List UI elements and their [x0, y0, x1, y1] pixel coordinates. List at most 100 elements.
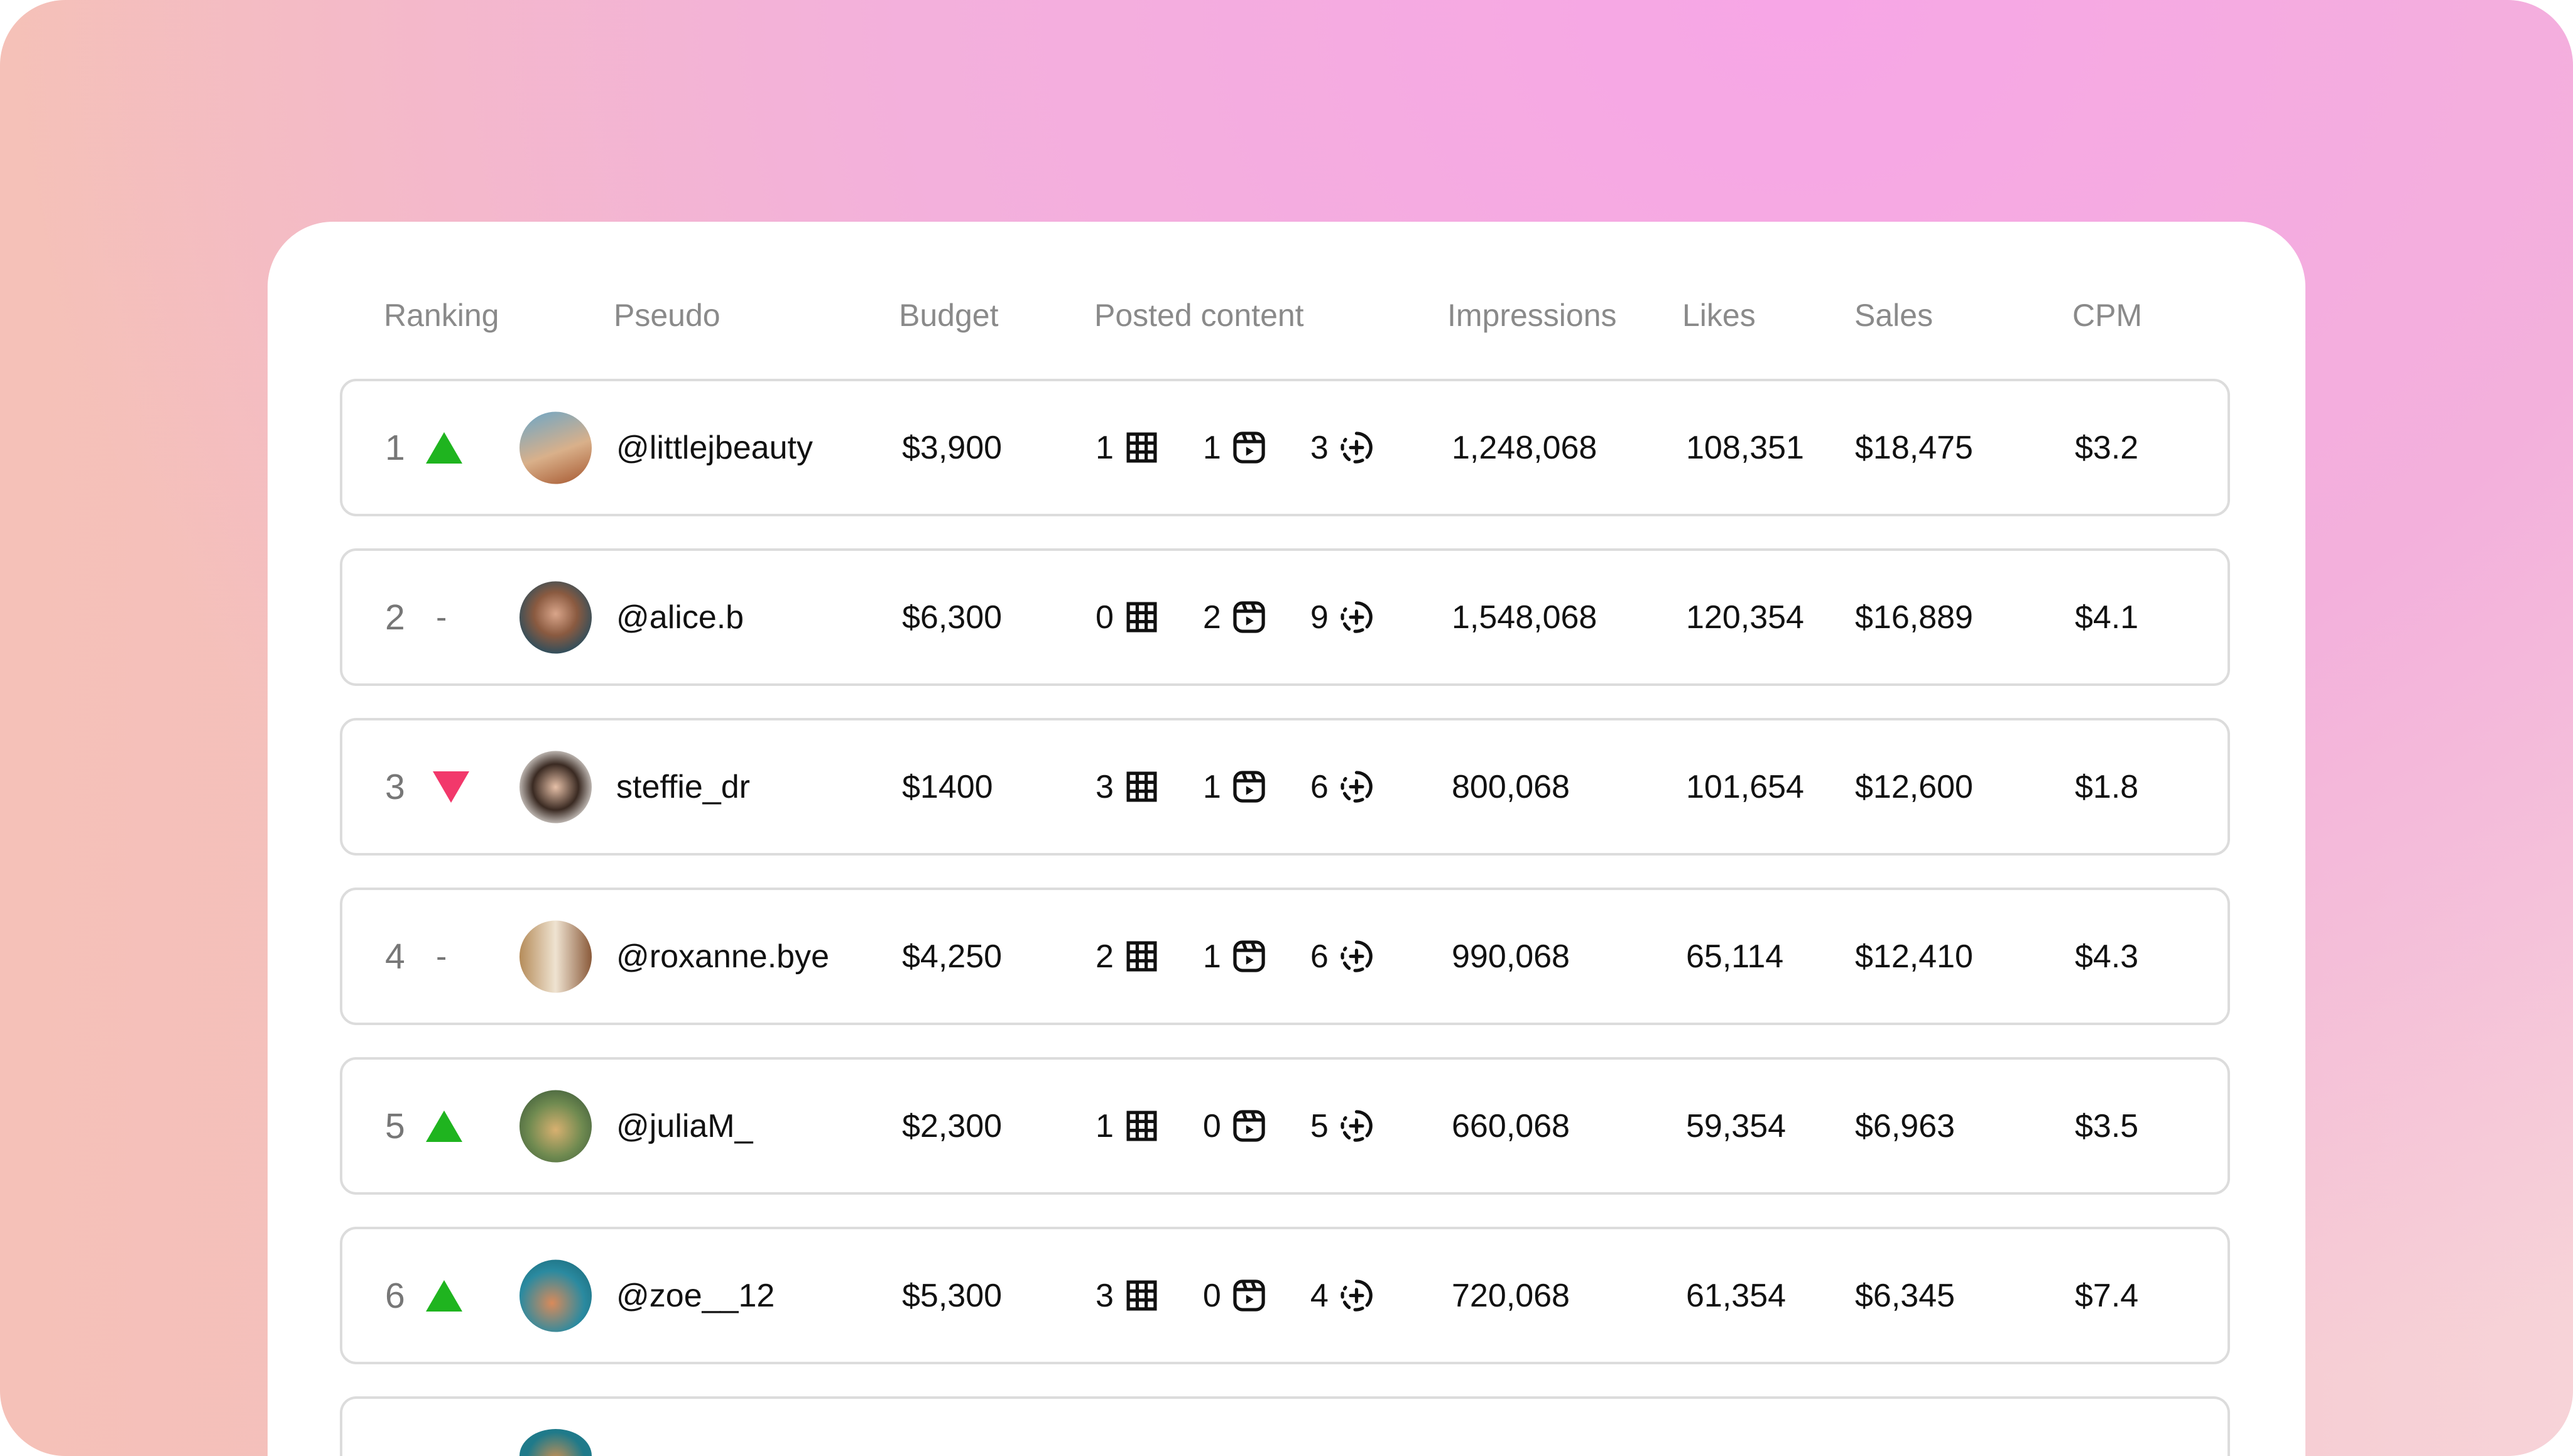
pseudo[interactable]: @roxanne.bye [616, 938, 829, 975]
likes: 101,654 [1686, 768, 1804, 805]
posted-content: 3 1 6 [1096, 768, 1374, 806]
cpm: $4.1 [2075, 599, 2139, 636]
story-add-icon [1339, 769, 1374, 805]
table-row[interactable]: 6 @zoe__12 $5,300 3 0 4 720,068 61,354 $6,345 $7.… [340, 1227, 2230, 1364]
trend-unchanged: - [436, 938, 447, 975]
stories-count: 6 [1310, 938, 1329, 975]
trend-down-icon [433, 771, 469, 803]
avatar[interactable] [519, 1090, 592, 1162]
cpm: $4.3 [2075, 938, 2139, 975]
avatar[interactable] [519, 1259, 592, 1332]
grid-icon [1124, 1278, 1160, 1313]
pseudo[interactable]: @juliaM_ [616, 1107, 753, 1144]
likes: 59,354 [1686, 1107, 1787, 1144]
avatar[interactable] [519, 1429, 592, 1456]
sales: $18,475 [1855, 429, 1973, 466]
likes: 61,354 [1686, 1277, 1787, 1314]
table-row[interactable]: 1 @littlejbeauty $3,900 1 1 3 1,248,068 108,351… [340, 379, 2230, 516]
impressions: 720,068 [1452, 1277, 1570, 1314]
posts-count: 3 [1096, 1277, 1114, 1314]
reel-icon [1231, 1108, 1267, 1144]
sales: $6,345 [1855, 1277, 1956, 1314]
column-header-likes[interactable]: Likes [1682, 298, 1756, 333]
table-row-partial[interactable] [340, 1396, 2230, 1456]
impressions: 660,068 [1452, 1107, 1570, 1144]
trend-up-icon [426, 432, 462, 464]
reels-count: 0 [1202, 1107, 1221, 1144]
column-header-ranking[interactable]: Ranking [384, 298, 499, 333]
story-add-icon [1339, 1108, 1374, 1144]
rank: 1 [385, 427, 405, 468]
likes: 120,354 [1686, 599, 1804, 636]
posted-content: 1 1 3 [1096, 429, 1374, 467]
reel-icon [1231, 1278, 1267, 1313]
trend-up-icon [426, 1279, 462, 1312]
pseudo[interactable]: @alice.b [616, 599, 744, 636]
reels-count: 1 [1202, 768, 1221, 805]
reel-icon [1231, 599, 1267, 635]
likes: 108,351 [1686, 429, 1804, 466]
posts-count: 2 [1096, 938, 1114, 975]
column-header-pseudo[interactable]: Pseudo [614, 298, 721, 333]
budget: $1400 [902, 768, 993, 805]
column-header-impressions[interactable]: Impressions [1447, 298, 1617, 333]
cpm: $3.2 [2075, 429, 2139, 466]
posted-content: 1 0 5 [1096, 1107, 1374, 1145]
rank: 5 [385, 1106, 405, 1146]
pseudo[interactable]: @littlejbeauty [616, 429, 813, 466]
avatar[interactable] [519, 411, 592, 484]
impressions: 800,068 [1452, 768, 1570, 805]
avatar[interactable] [519, 581, 592, 653]
reel-icon [1231, 769, 1267, 805]
impressions: 1,548,068 [1452, 599, 1597, 636]
posts-count: 1 [1096, 429, 1114, 466]
story-add-icon [1339, 599, 1374, 635]
grid-icon [1124, 769, 1160, 805]
sales: $12,600 [1855, 768, 1973, 805]
rank: 4 [385, 936, 405, 977]
stories-count: 3 [1310, 429, 1329, 466]
impressions: 990,068 [1452, 938, 1570, 975]
column-header-sales[interactable]: Sales [1854, 298, 1934, 333]
posted-content: 3 0 4 [1096, 1277, 1374, 1315]
sales: $16,889 [1855, 599, 1973, 636]
pseudo[interactable]: @zoe__12 [616, 1277, 775, 1314]
story-add-icon [1339, 1278, 1374, 1313]
stories-count: 4 [1310, 1277, 1329, 1314]
pseudo[interactable]: steffie_dr [616, 768, 750, 805]
posts-count: 0 [1096, 599, 1114, 636]
stories-count: 6 [1310, 768, 1329, 805]
rank: 2 [385, 597, 405, 638]
table-row[interactable]: 5 @juliaM_ $2,300 1 0 5 660,068 59,354 $6,963 $3.… [340, 1057, 2230, 1195]
rank: 6 [385, 1275, 405, 1316]
impressions: 1,248,068 [1452, 429, 1597, 466]
column-header-budget[interactable]: Budget [899, 298, 999, 333]
budget: $6,300 [902, 599, 1003, 636]
posted-content: 2 1 6 [1096, 938, 1374, 975]
posted-content: 0 2 9 [1096, 599, 1374, 636]
table-row[interactable]: 2- @alice.b $6,300 0 2 9 1,548,068 120,354 $16,8… [340, 548, 2230, 686]
budget: $3,900 [902, 429, 1003, 466]
reels-count: 1 [1202, 429, 1221, 466]
avatar[interactable] [519, 920, 592, 992]
trend-up-icon [426, 1110, 462, 1142]
grid-icon [1124, 1108, 1160, 1144]
table-row[interactable]: 4- @roxanne.bye $4,250 2 1 6 990,068 65,114 $12,… [340, 888, 2230, 1025]
table-row[interactable]: 3 steffie_dr $1400 3 1 6 800,068 101,654 $12,600… [340, 718, 2230, 856]
avatar[interactable] [519, 751, 592, 823]
sales: $12,410 [1855, 938, 1973, 975]
reel-icon [1231, 938, 1267, 974]
column-header-cpm[interactable]: CPM [2072, 298, 2143, 333]
reels-count: 1 [1202, 938, 1221, 975]
stories-count: 9 [1310, 599, 1329, 636]
cpm: $1.8 [2075, 768, 2139, 805]
stories-count: 5 [1310, 1107, 1329, 1144]
reel-icon [1231, 430, 1267, 465]
likes: 65,114 [1686, 938, 1784, 975]
column-header-posted-content[interactable]: Posted content [1094, 298, 1304, 333]
cpm: $7.4 [2075, 1277, 2139, 1314]
sales: $6,963 [1855, 1107, 1956, 1144]
story-add-icon [1339, 430, 1374, 465]
reels-count: 2 [1202, 599, 1221, 636]
